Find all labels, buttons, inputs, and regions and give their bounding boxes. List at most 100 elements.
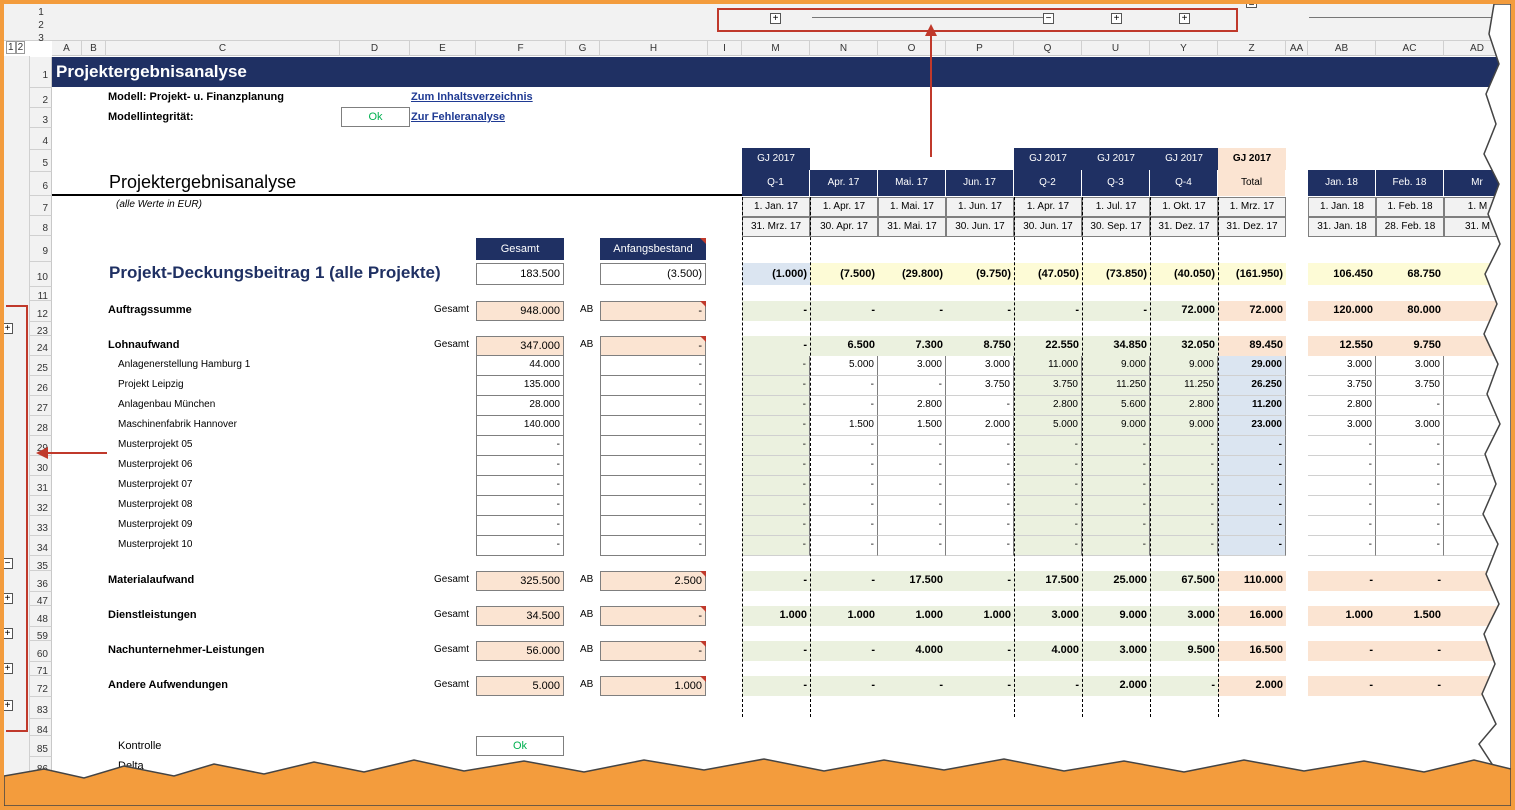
- row-header-10[interactable]: 10: [30, 262, 52, 287]
- project-name: Anlagenbau München: [118, 399, 216, 410]
- column-header-i[interactable]: I: [708, 41, 742, 56]
- project-value: -: [1376, 436, 1444, 456]
- column-header-z[interactable]: Z: [1218, 41, 1286, 56]
- row-header-33[interactable]: 33: [30, 516, 52, 536]
- project-gesamt: -: [476, 516, 564, 536]
- row-header-36[interactable]: 36: [30, 571, 52, 592]
- kontrolle-label: Kontrolle: [118, 740, 162, 752]
- collapse-group-q-icon[interactable]: −: [1043, 13, 1054, 24]
- column-header-f[interactable]: F: [476, 41, 566, 56]
- period-fy: GJ 2017: [1082, 148, 1150, 170]
- column-header-e[interactable]: E: [410, 41, 476, 56]
- collapse-group-top-icon[interactable]: −: [1246, 4, 1257, 11]
- row-header-2[interactable]: 2: [30, 88, 52, 108]
- expand-rows-71-icon[interactable]: +: [4, 663, 13, 674]
- row-header-32[interactable]: 32: [30, 496, 52, 516]
- section-value: -: [742, 336, 810, 356]
- column-header-p[interactable]: P: [946, 41, 1014, 56]
- row-header-83[interactable]: 83: [30, 697, 52, 719]
- row-header-59[interactable]: 59: [30, 627, 52, 642]
- section-value: 34.850: [1082, 336, 1150, 356]
- column-header-m[interactable]: M: [742, 41, 810, 56]
- toc-link[interactable]: Zum Inhaltsverzeichnis: [411, 91, 533, 103]
- expand-group-m-icon[interactable]: +: [770, 13, 781, 24]
- row-header-1[interactable]: 1: [30, 57, 52, 88]
- row-header-27[interactable]: 27: [30, 396, 52, 416]
- row-header-4[interactable]: 4: [30, 128, 52, 150]
- expand-rows-47-icon[interactable]: +: [4, 593, 13, 604]
- project-value: -: [1150, 456, 1218, 476]
- column-header-c[interactable]: C: [106, 41, 340, 56]
- project-value: 2.800: [1014, 396, 1082, 416]
- row-header-84[interactable]: 84: [30, 719, 52, 736]
- row-header-47[interactable]: 47: [30, 592, 52, 607]
- project-value: -: [1082, 456, 1150, 476]
- column-header-g[interactable]: G: [566, 41, 600, 56]
- row-header-9[interactable]: 9: [30, 236, 52, 262]
- db-row-anfang: (3.500): [600, 263, 706, 285]
- row-header-8[interactable]: 8: [30, 216, 52, 236]
- row-header-28[interactable]: 28: [30, 416, 52, 436]
- column-header-y[interactable]: Y: [1150, 41, 1218, 56]
- column-header-n[interactable]: N: [810, 41, 878, 56]
- project-value: 3.000: [878, 356, 946, 376]
- project-anfang: -: [600, 376, 706, 396]
- row-header-60[interactable]: 60: [30, 641, 52, 662]
- expand-group-y-icon[interactable]: +: [1179, 13, 1190, 24]
- section-label-dienst: Dienstleistungen: [108, 609, 197, 621]
- column-header-d[interactable]: D: [340, 41, 410, 56]
- column-header-h[interactable]: H: [600, 41, 708, 56]
- project-value: -: [1218, 436, 1286, 456]
- section-anfang: 2.500: [600, 571, 706, 591]
- expand-rows-83-icon[interactable]: +: [4, 700, 13, 711]
- row-header-26[interactable]: 26: [30, 376, 52, 396]
- project-name: Musterprojekt 07: [118, 479, 193, 490]
- column-header-a[interactable]: A: [52, 41, 82, 56]
- row-level-2[interactable]: 2: [15, 41, 26, 54]
- row-header-30[interactable]: 30: [30, 456, 52, 476]
- collapse-rows-35-icon[interactable]: −: [4, 558, 13, 569]
- section-value: 7.300: [878, 336, 946, 356]
- error-analysis-link[interactable]: Zur Fehleranalyse: [411, 111, 506, 123]
- row-header-31[interactable]: 31: [30, 476, 52, 496]
- expand-rows-23-icon[interactable]: +: [4, 323, 13, 334]
- row-header-7[interactable]: 7: [30, 196, 52, 216]
- section-value: 16.000: [1218, 606, 1286, 626]
- row-header-34[interactable]: 34: [30, 536, 52, 556]
- outline-level-3[interactable]: 3: [38, 33, 44, 44]
- outline-level-2[interactable]: 2: [38, 20, 44, 31]
- expand-group-u-icon[interactable]: +: [1111, 13, 1122, 24]
- column-header-ac[interactable]: AC: [1376, 41, 1444, 56]
- row-header-25[interactable]: 25: [30, 356, 52, 376]
- period-to: 30. Jun. 17: [946, 217, 1014, 237]
- column-header-aa[interactable]: AA: [1286, 41, 1308, 56]
- period-fy: GJ 2017: [1150, 148, 1218, 170]
- project-anfang: -: [600, 356, 706, 376]
- outline-level-1[interactable]: 1: [38, 7, 44, 18]
- expand-rows-59-icon[interactable]: +: [4, 628, 13, 639]
- row-header-24[interactable]: 24: [30, 336, 52, 356]
- project-value: -: [742, 536, 810, 556]
- column-header-b[interactable]: B: [82, 41, 106, 56]
- row-header-12[interactable]: 12: [30, 301, 52, 322]
- column-header-u[interactable]: U: [1082, 41, 1150, 56]
- period-fy: GJ 2017: [1218, 148, 1286, 170]
- db-row-value: (29.800): [878, 263, 946, 285]
- row-header-72[interactable]: 72: [30, 676, 52, 697]
- comment-marker: [700, 641, 706, 647]
- project-value: 3.750: [1014, 376, 1082, 396]
- column-header-ab[interactable]: AB: [1308, 41, 1376, 56]
- row-level-1[interactable]: 1: [6, 41, 16, 54]
- row-header-71[interactable]: 71: [30, 662, 52, 677]
- row-header-23[interactable]: 23: [30, 322, 52, 337]
- row-header-48[interactable]: 48: [30, 606, 52, 627]
- project-anfang: -: [600, 496, 706, 516]
- column-header-q[interactable]: Q: [1014, 41, 1082, 56]
- row-header-35[interactable]: 35: [30, 556, 52, 572]
- column-header-o[interactable]: O: [878, 41, 946, 56]
- row-header-6[interactable]: 6: [30, 172, 52, 196]
- row-header-85[interactable]: 85: [30, 736, 52, 757]
- row-header-3[interactable]: 3: [30, 108, 52, 128]
- row-header-11[interactable]: 11: [30, 287, 52, 302]
- row-header-5[interactable]: 5: [30, 150, 52, 172]
